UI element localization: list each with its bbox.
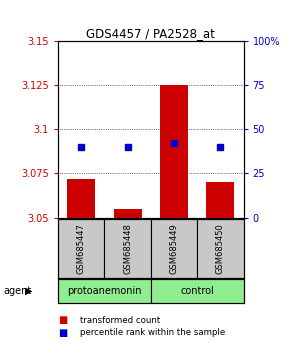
Text: GSM685448: GSM685448 [123,223,132,274]
Text: ▶: ▶ [25,286,32,296]
Bar [114,209,142,218]
Bar [151,219,197,278]
Bar [58,279,151,303]
Bar [151,279,244,303]
Text: ■: ■ [58,328,67,338]
Bar [160,85,188,218]
Text: GSM685450: GSM685450 [216,223,225,274]
Text: agent: agent [3,286,31,296]
Bar [67,179,95,218]
Bar [197,219,244,278]
Text: percentile rank within the sample: percentile rank within the sample [80,328,225,337]
Text: control: control [180,286,214,296]
Title: GDS4457 / PA2528_at: GDS4457 / PA2528_at [86,27,215,40]
Text: transformed count: transformed count [80,316,160,325]
Bar [58,219,104,278]
Text: protoanemonin: protoanemonin [67,286,142,296]
Text: ■: ■ [58,315,67,325]
Bar [104,219,151,278]
Bar [206,182,234,218]
Text: GSM685447: GSM685447 [77,223,86,274]
Text: GSM685449: GSM685449 [169,223,179,274]
